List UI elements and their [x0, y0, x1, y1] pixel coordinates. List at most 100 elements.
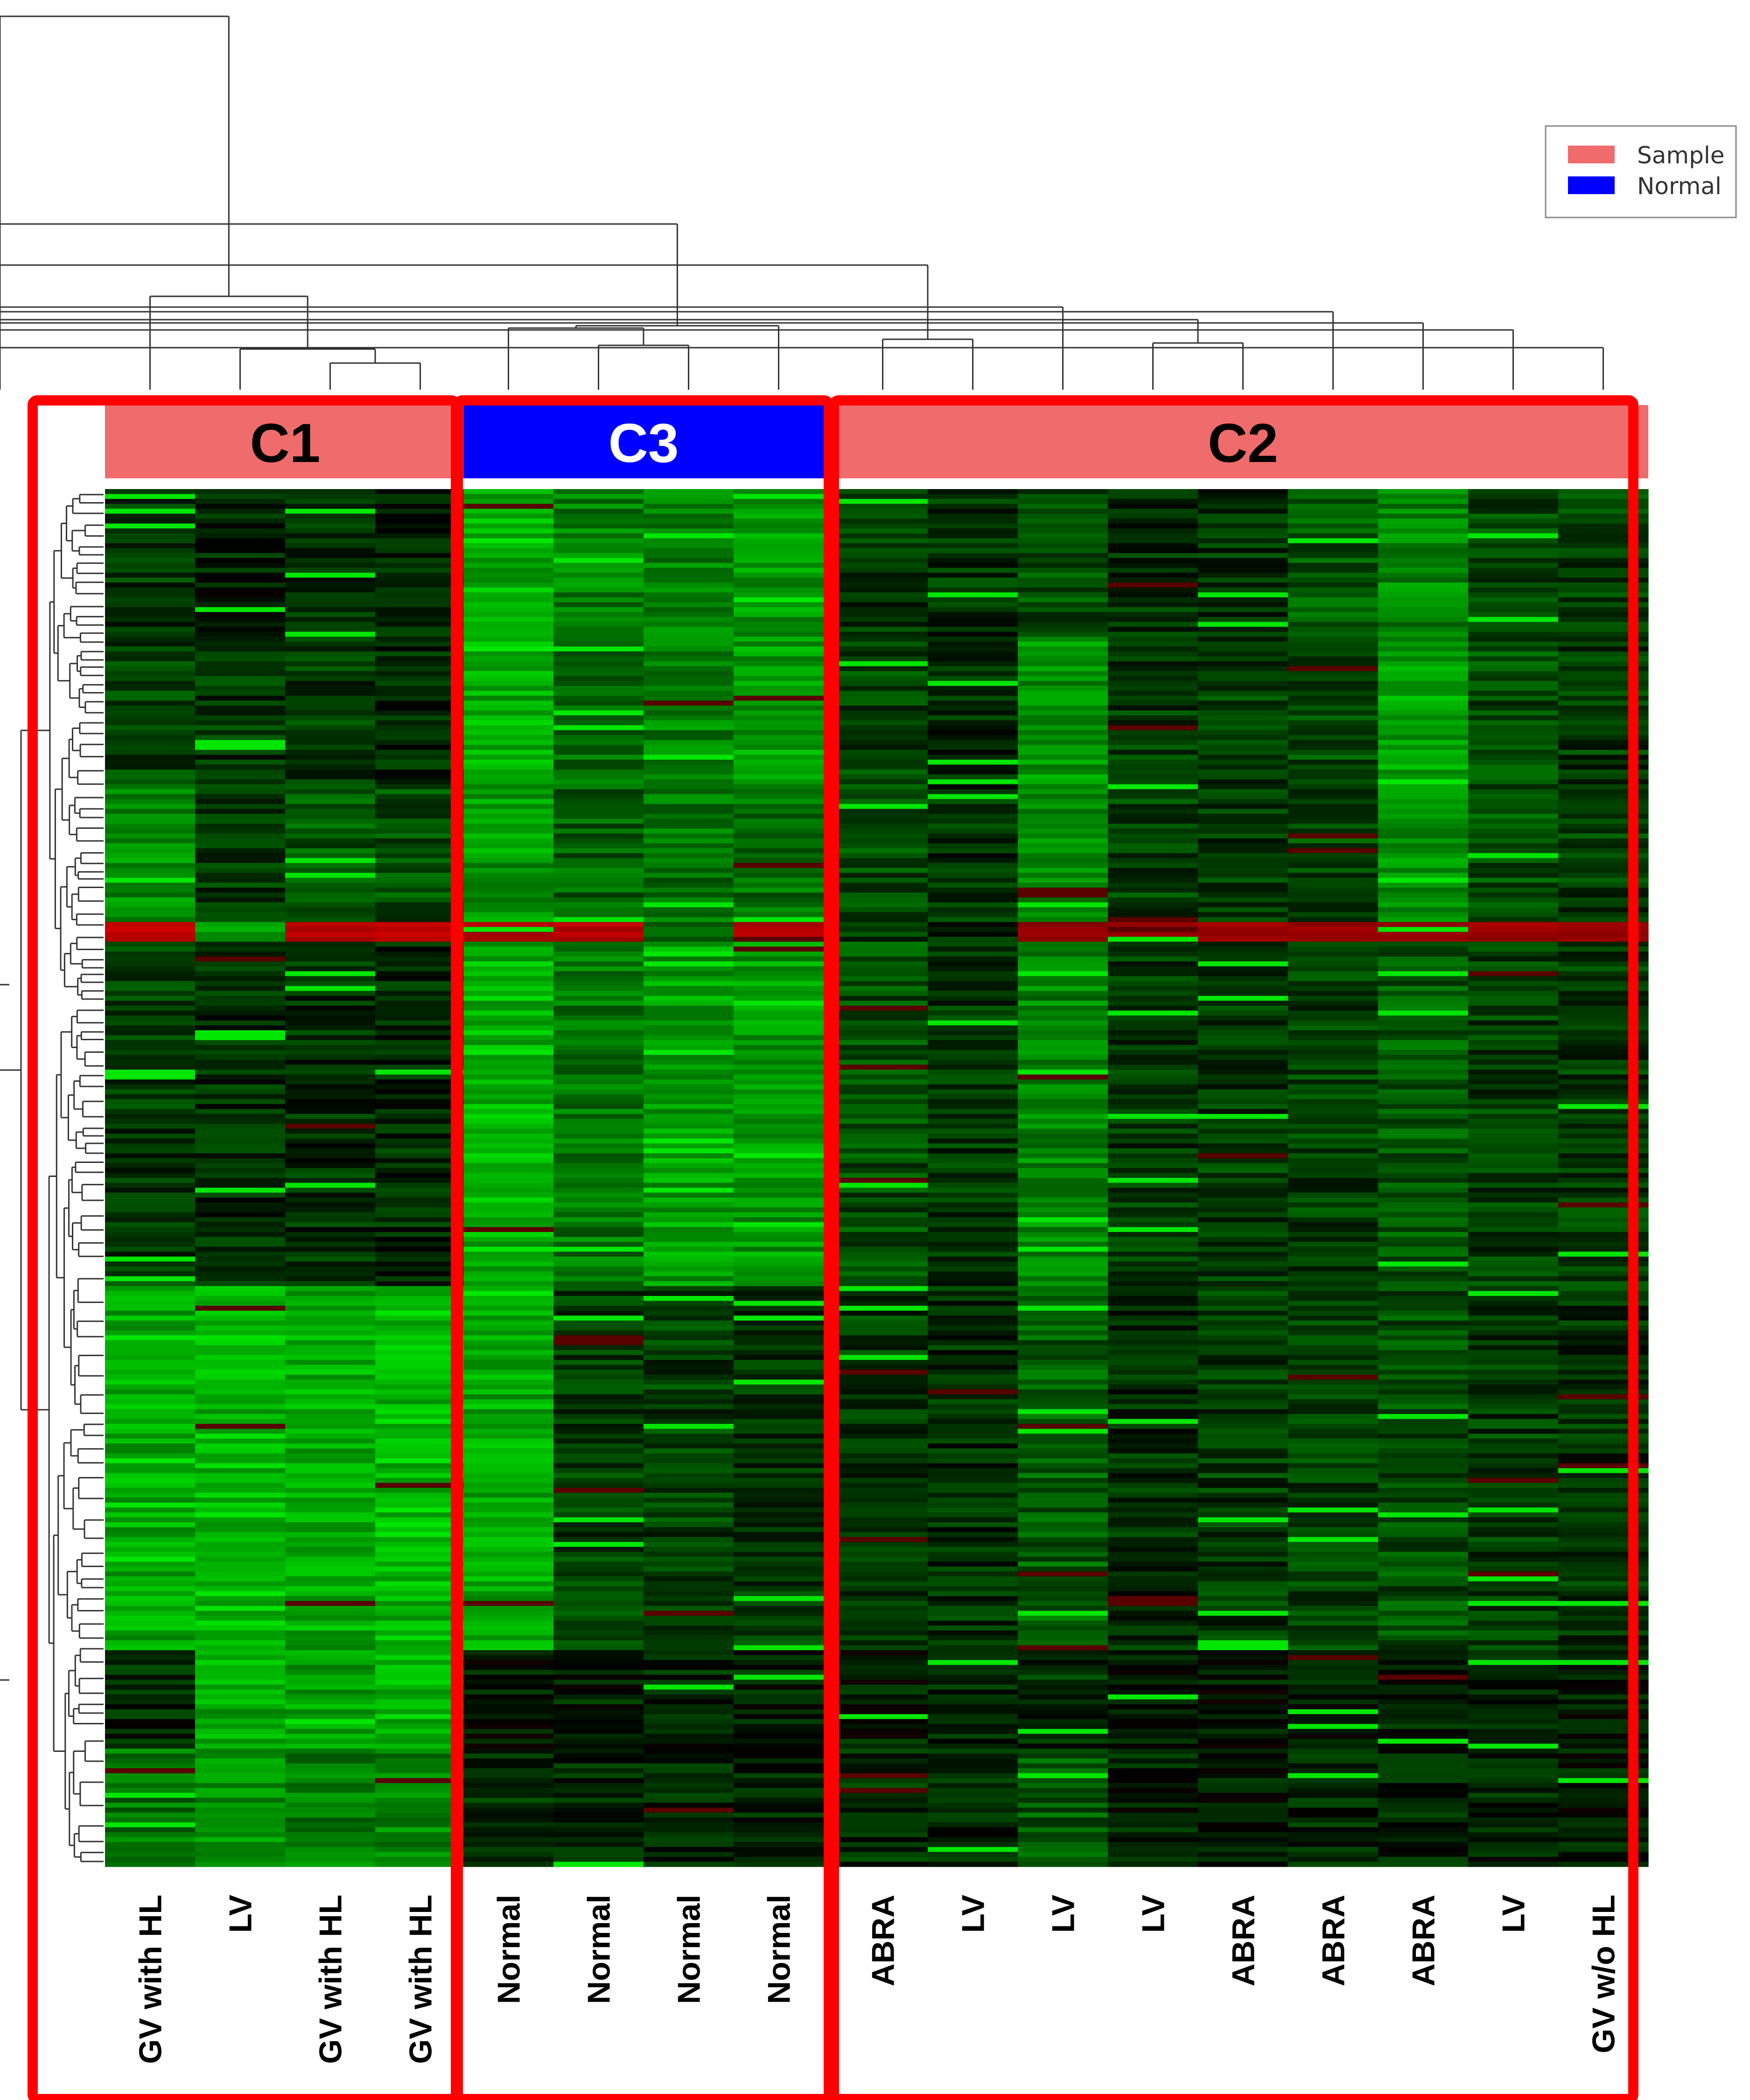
- heatmap-row-54-col-8: [838, 755, 928, 760]
- heatmap-row-125-col-9: [928, 1104, 1018, 1109]
- heatmap-row-165-col-4: [463, 1301, 554, 1306]
- heatmap-row-60-col-14: [1378, 784, 1469, 790]
- heatmap-row-71-col-2: [285, 838, 376, 844]
- heatmap-row-14-col-5: [553, 558, 644, 563]
- heatmap-row-200-col-5: [553, 1473, 644, 1478]
- heatmap-row-183-col-12: [1198, 1389, 1288, 1395]
- heatmap-row-142-col-15: [1468, 1188, 1559, 1193]
- heatmap-row-218-col-8: [838, 1561, 928, 1567]
- heatmap-row-233-col-13: [1288, 1635, 1379, 1641]
- heatmap-row-202-col-9: [928, 1483, 1018, 1488]
- heatmap-row-155-col-14: [1378, 1252, 1469, 1257]
- heatmap-row-74-col-12: [1198, 853, 1288, 859]
- heatmap-row-167-col-10: [1018, 1310, 1108, 1316]
- heatmap-row-38-col-6: [644, 676, 734, 681]
- heatmap-row-62-col-11: [1108, 794, 1198, 799]
- heatmap-row-19-col-11: [1108, 582, 1198, 588]
- heatmap-row-197-col-6: [644, 1458, 734, 1464]
- heatmap-row-100-col-0: [105, 981, 196, 987]
- heatmap-row-224-col-6: [644, 1591, 734, 1596]
- heatmap-row-196-col-13: [1288, 1453, 1379, 1459]
- heatmap-row-195-col-15: [1468, 1448, 1559, 1454]
- heatmap-row-109-col-15: [1468, 1025, 1559, 1031]
- heatmap-row-222-col-8: [838, 1581, 928, 1587]
- heatmap-row-249-col-16: [1558, 1714, 1649, 1720]
- heatmap-row-134-col-15: [1468, 1148, 1559, 1154]
- heatmap-row-35-col-2: [285, 661, 376, 667]
- heatmap-row-101-col-5: [553, 986, 644, 991]
- heatmap-row-217-col-12: [1198, 1556, 1288, 1562]
- heatmap-row-215-col-13: [1288, 1547, 1379, 1552]
- heatmap-row-7-col-11: [1108, 523, 1198, 529]
- heatmap-row-82-col-10: [1018, 892, 1108, 898]
- heatmap-row-163-col-4: [463, 1291, 554, 1296]
- heatmap-row-37-col-16: [1558, 671, 1649, 677]
- heatmap-row-26-col-15: [1468, 617, 1559, 623]
- heatmap-row-82-col-6: [644, 892, 734, 898]
- heatmap-row-48-col-6: [644, 725, 734, 731]
- heatmap-row-156-col-7: [734, 1256, 824, 1262]
- heatmap-row-233-col-9: [928, 1635, 1018, 1641]
- heatmap-row-32-col-12: [1198, 646, 1288, 652]
- heatmap-row-51-col-16: [1558, 740, 1649, 745]
- heatmap-row-223-col-8: [838, 1586, 928, 1592]
- heatmap-row-161-col-11: [1108, 1281, 1198, 1287]
- heatmap-row-119-col-14: [1378, 1074, 1469, 1080]
- heatmap-row-60-col-0: [105, 784, 196, 790]
- heatmap-row-142-col-11: [1108, 1188, 1198, 1193]
- heatmap-row-6-col-3: [375, 518, 466, 524]
- heatmap-row-175-col-4: [463, 1350, 554, 1356]
- heatmap-row-217-col-16: [1558, 1556, 1649, 1562]
- heatmap-row-84-col-14: [1378, 902, 1469, 908]
- heatmap-row-91-col-0: [105, 937, 196, 942]
- heatmap-row-26-col-3: [375, 617, 466, 623]
- heatmap-row-206-col-6: [644, 1502, 734, 1508]
- heatmap-row-49-col-13: [1288, 730, 1379, 735]
- heatmap-row-44-col-2: [285, 705, 376, 711]
- heatmap-row-57-col-8: [838, 769, 928, 775]
- heatmap-row-71-col-0: [105, 838, 196, 844]
- heatmap-row-20-col-3: [375, 587, 466, 593]
- heatmap-row-215-col-3: [375, 1547, 466, 1552]
- heatmap-row-34-col-7: [734, 656, 824, 662]
- heatmap-row-178-col-11: [1108, 1365, 1198, 1370]
- heatmap-row-111-col-2: [285, 1035, 376, 1041]
- heatmap-row-50-col-16: [1558, 735, 1649, 741]
- heatmap-row-147-col-16: [1558, 1212, 1649, 1218]
- heatmap-row-160-col-10: [1018, 1276, 1108, 1281]
- heatmap-row-89-col-16: [1558, 927, 1649, 932]
- heatmap-row-199-col-5: [553, 1468, 644, 1474]
- heatmap-row-154-col-13: [1288, 1246, 1379, 1252]
- heatmap-row-216-col-8: [838, 1552, 928, 1557]
- heatmap-row-43-col-2: [285, 700, 376, 706]
- heatmap-row-94-col-7: [734, 952, 824, 957]
- heatmap-row-248-col-10: [1018, 1709, 1108, 1715]
- heatmap-row-189-col-3: [375, 1419, 466, 1424]
- heatmap-row-169-col-14: [1378, 1320, 1469, 1326]
- heatmap-row-225-col-8: [838, 1596, 928, 1602]
- heatmap-row-64-col-8: [838, 804, 928, 809]
- heatmap-row-184-col-5: [553, 1394, 644, 1400]
- heatmap-row-111-col-9: [928, 1035, 1018, 1041]
- heatmap-row-179-col-11: [1108, 1370, 1198, 1375]
- heatmap-row-66-col-7: [734, 813, 824, 819]
- heatmap-row-203-col-3: [375, 1488, 466, 1493]
- heatmap-row-243-col-4: [463, 1684, 554, 1690]
- heatmap-row-102-col-11: [1108, 991, 1198, 996]
- heatmap-row-127-col-13: [1288, 1113, 1379, 1120]
- heatmap-row-203-col-6: [644, 1488, 734, 1493]
- heatmap-row-232-col-13: [1288, 1630, 1379, 1636]
- heatmap-row-165-col-11: [1108, 1301, 1198, 1306]
- heatmap-row-9-col-15: [1468, 533, 1559, 539]
- heatmap-row-150-col-11: [1108, 1227, 1198, 1232]
- heatmap-row-200-col-1: [195, 1473, 286, 1478]
- heatmap-row-132-col-9: [928, 1138, 1018, 1144]
- heatmap-row-139-col-6: [644, 1173, 734, 1178]
- heatmap-row-258-col-0: [105, 1758, 196, 1764]
- heatmap-row-102-col-9: [928, 991, 1018, 996]
- heatmap-row-65-col-7: [734, 809, 824, 814]
- heatmap-row-13-col-10: [1018, 553, 1108, 559]
- heatmap-row-242-col-14: [1378, 1680, 1469, 1685]
- heatmap-row-195-col-9: [928, 1448, 1018, 1454]
- heatmap-row-5-col-1: [195, 513, 286, 519]
